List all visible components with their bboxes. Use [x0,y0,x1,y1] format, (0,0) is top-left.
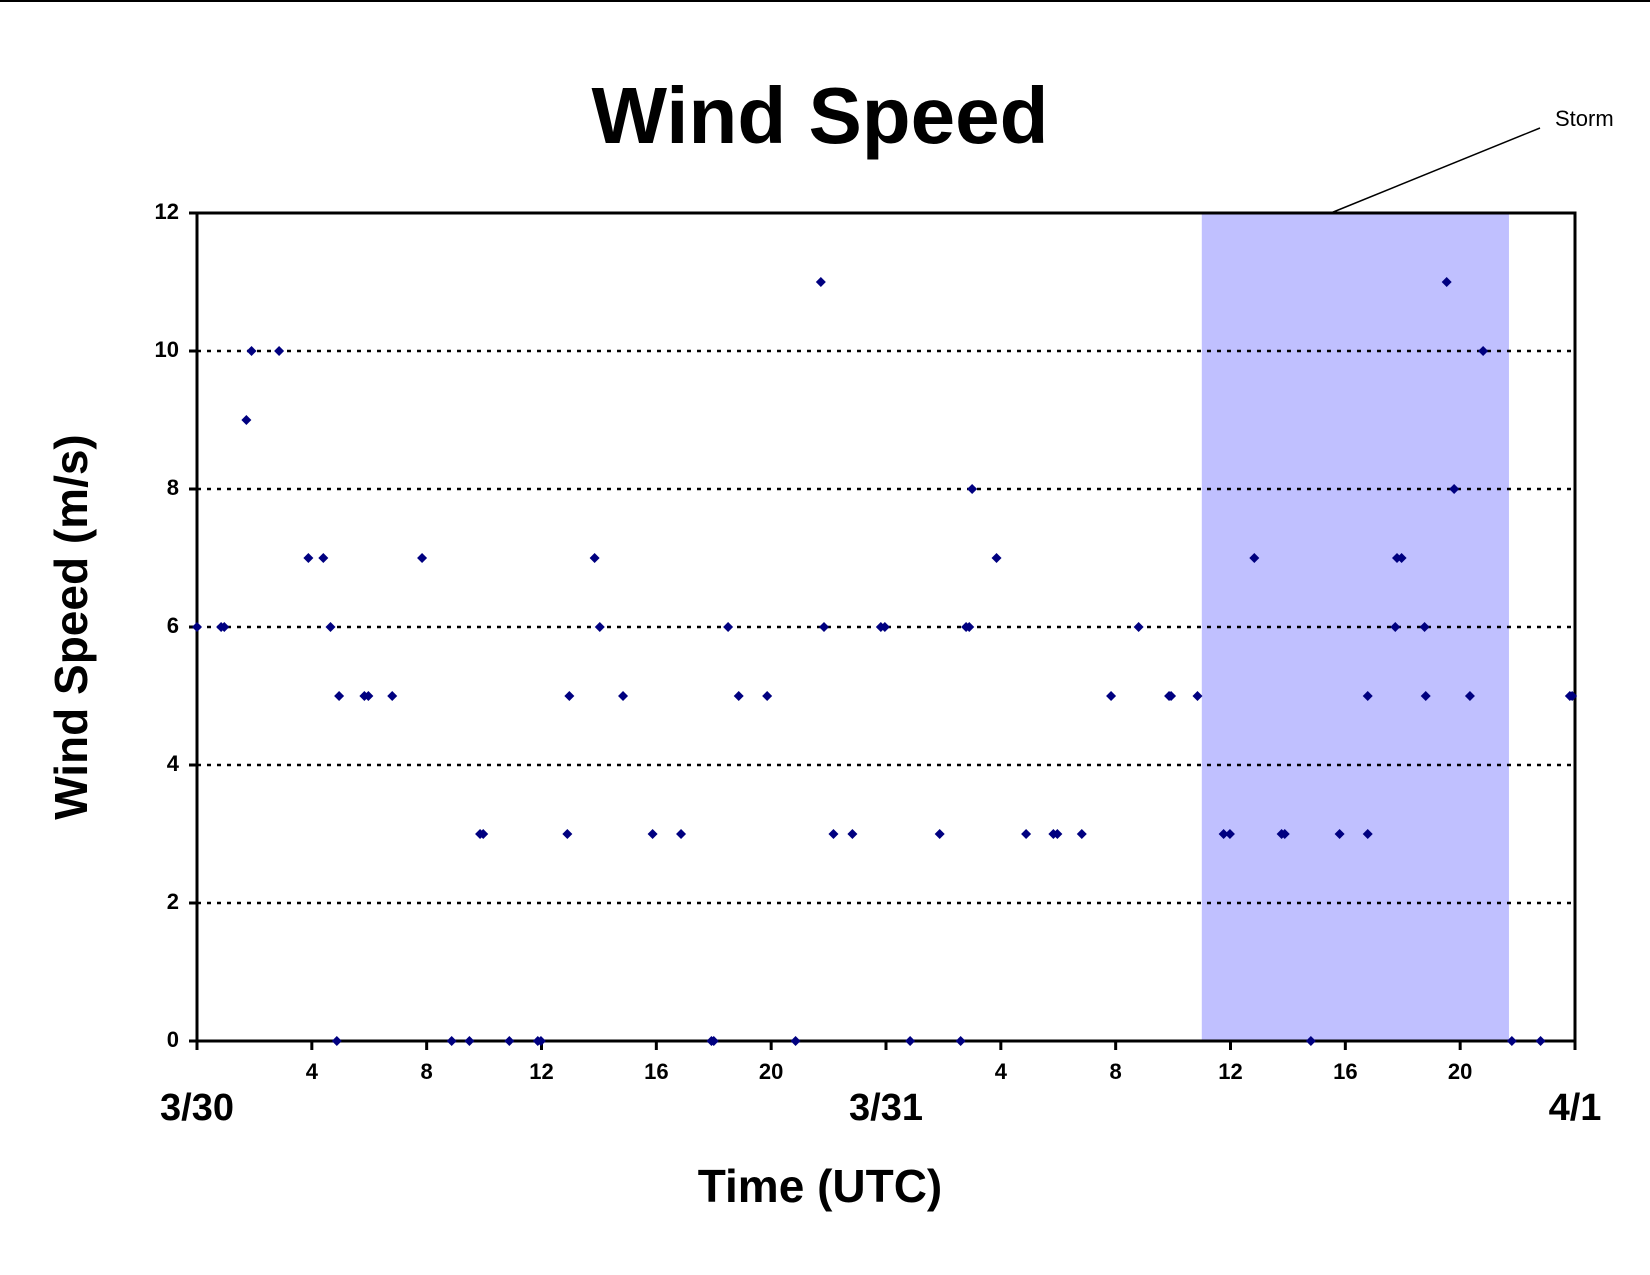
data-point [618,691,629,701]
x-tick-label: 12 [1218,1059,1242,1084]
data-point [828,829,839,839]
y-tick-label: 10 [155,337,179,362]
data-point [1441,277,1452,287]
data-point [1218,829,1229,839]
data-point [1166,691,1177,701]
data-point [363,691,374,701]
y-tick-label: 0 [167,1027,179,1052]
data-point [1567,691,1578,701]
data-point [562,829,573,839]
x-tick-label: 8 [1110,1059,1122,1084]
x-axis-label: Time (UTC) [698,1160,943,1212]
data-point [334,691,345,701]
data-point [318,553,329,563]
x-date-label: 3/30 [160,1087,234,1129]
data-point [1535,1036,1546,1046]
data-point [815,277,826,287]
y-tick-label: 4 [167,751,180,776]
data-point [535,1036,546,1046]
data-point [589,553,600,563]
data-point [1449,484,1460,494]
data-point [905,1036,916,1046]
x-tick-label: 16 [1333,1059,1357,1084]
x-tick-label: 20 [1448,1059,1472,1084]
data-point [1224,829,1235,839]
data-point [1106,691,1117,701]
data-point [1420,691,1431,701]
data-point [325,622,336,632]
y-axis-label: Wind Speed (m/s) [45,434,97,820]
data-point [387,691,398,701]
data-point [303,553,314,563]
y-tick-label: 8 [167,475,179,500]
data-point [723,622,734,632]
data-point [934,829,945,839]
annotation-line [1330,127,1541,214]
data-point [790,1036,801,1046]
data-point [1362,829,1373,839]
data-point [219,622,230,632]
data-point [1021,829,1032,839]
data-point [676,829,687,839]
y-tick-label: 6 [167,613,179,638]
y-tick-label: 12 [155,199,179,224]
x-tick-label: 12 [529,1059,553,1084]
x-tick-label: 4 [306,1059,319,1084]
data-point [331,1036,342,1046]
data-point [564,691,575,701]
x-tick-label: 20 [759,1059,783,1084]
data-point [1464,691,1475,701]
annotation: Storm [1555,106,1614,131]
data-point [274,346,285,356]
data-point [964,622,975,632]
data-point [647,829,658,839]
x-tick-label: 8 [421,1059,433,1084]
data-point [446,1036,457,1046]
data-point [1305,1036,1316,1046]
x-tick-label: 4 [995,1059,1008,1084]
data-point [241,415,252,425]
chart-title: Wind Speed [591,71,1048,160]
data-point [1279,829,1290,839]
data-point [1249,553,1260,563]
data-point [478,829,489,839]
data-point [991,553,1002,563]
data-point [192,622,202,632]
data-point [955,1036,966,1046]
data-point [967,484,978,494]
data-point [818,622,829,632]
data-point [594,622,605,632]
data-point [464,1036,475,1046]
data-point [1396,553,1407,563]
data-point [417,553,428,563]
data-point [1334,829,1345,839]
data-point [733,691,744,701]
data-point [879,622,890,632]
x-tick-label: 16 [644,1059,668,1084]
data-point [1192,691,1203,701]
data-point [1076,829,1087,839]
data-point [1506,1036,1517,1046]
data-point [246,346,257,356]
data-point [1390,622,1401,632]
x-date-label: 3/31 [849,1087,923,1129]
data-point [1052,829,1063,839]
data-point [1419,622,1430,632]
data-point [762,691,773,701]
data-point [504,1036,515,1046]
data-point [1362,691,1373,701]
data-point [1478,346,1489,356]
data-point [708,1036,719,1046]
x-date-label: 4/1 [1549,1087,1602,1129]
y-tick-label: 2 [167,889,179,914]
data-point [1133,622,1144,632]
data-point [847,829,858,839]
